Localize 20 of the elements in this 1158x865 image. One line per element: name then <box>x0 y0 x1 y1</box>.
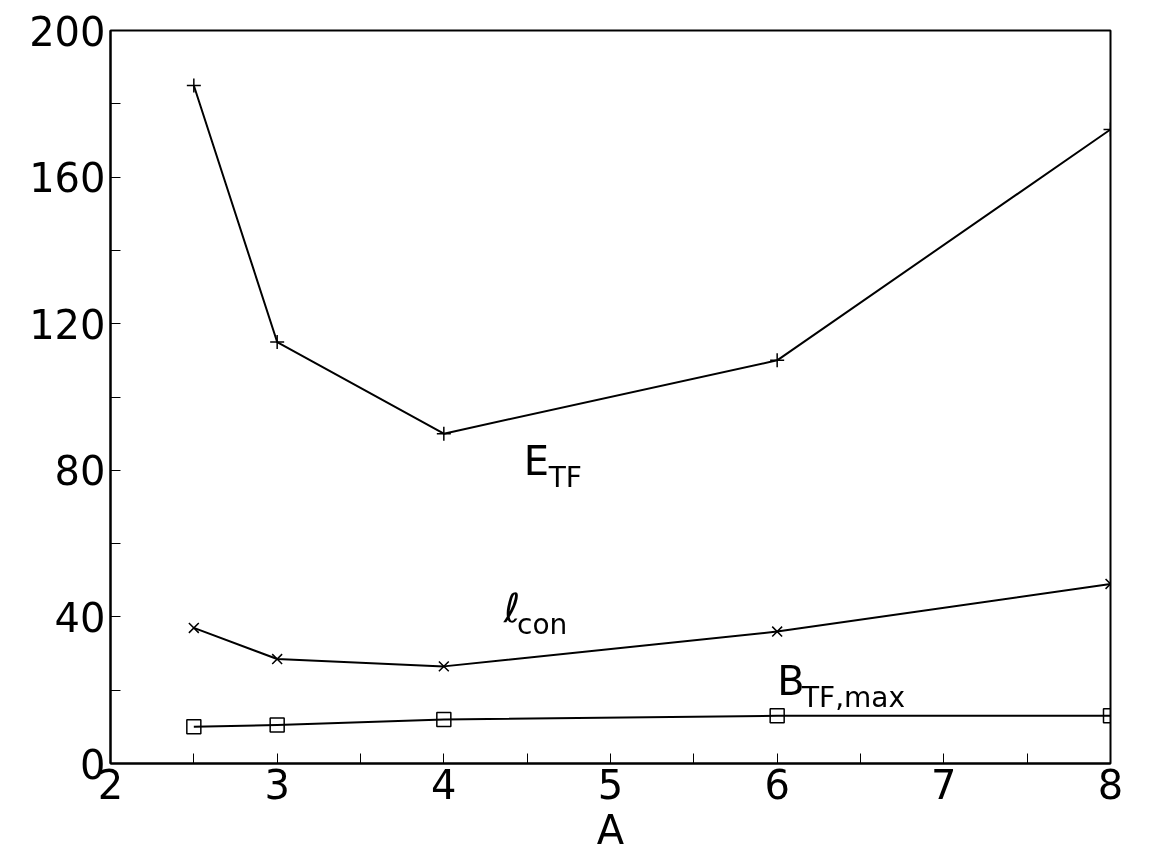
x-tick-label: 3 <box>264 761 290 808</box>
point <box>269 717 285 733</box>
point <box>271 653 283 665</box>
y-tick-label: 160 <box>29 155 106 202</box>
x-tick-label: 7 <box>931 761 957 808</box>
x-axis-title: A <box>596 806 625 853</box>
point <box>769 708 785 724</box>
x-tick-label: 8 <box>1097 761 1124 808</box>
point <box>188 622 200 634</box>
point <box>436 711 452 728</box>
y-tick-label: 200 <box>29 8 106 55</box>
y-tick-label: 80 <box>54 448 106 495</box>
x-tick-label: 4 <box>431 761 457 808</box>
y-tick-label: 120 <box>29 301 106 348</box>
x-tick-label: 6 <box>764 761 790 808</box>
point <box>186 719 202 735</box>
point <box>438 660 450 673</box>
y-tick-label: 40 <box>54 594 106 641</box>
x-tick-label: 5 <box>597 761 624 808</box>
point <box>771 625 783 638</box>
